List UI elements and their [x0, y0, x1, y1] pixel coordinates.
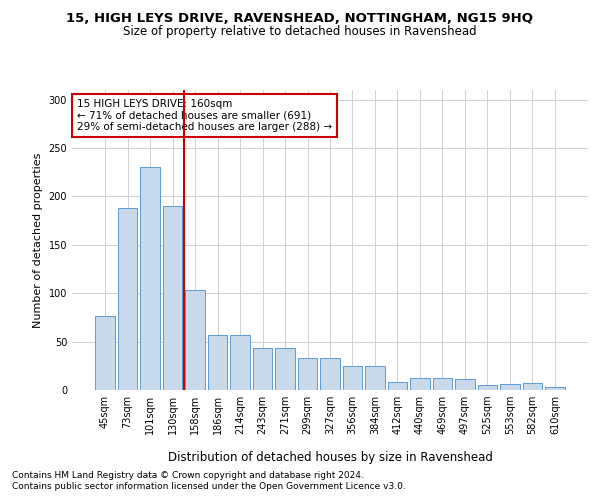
Bar [500, 384, 520, 390]
Bar [163, 206, 182, 390]
Bar [320, 358, 340, 390]
Bar [230, 335, 250, 390]
Bar [185, 290, 205, 390]
Text: Distribution of detached houses by size in Ravenshead: Distribution of detached houses by size … [167, 451, 493, 464]
Bar [523, 383, 542, 390]
Text: Contains HM Land Registry data © Crown copyright and database right 2024.: Contains HM Land Registry data © Crown c… [12, 471, 364, 480]
Bar [343, 366, 362, 390]
Bar [365, 366, 385, 390]
Bar [253, 348, 272, 390]
Bar [410, 378, 430, 390]
Bar [455, 380, 475, 390]
Bar [478, 385, 497, 390]
Bar [275, 348, 295, 390]
Text: 15 HIGH LEYS DRIVE: 160sqm
← 71% of detached houses are smaller (691)
29% of sem: 15 HIGH LEYS DRIVE: 160sqm ← 71% of deta… [77, 99, 332, 132]
Bar [95, 316, 115, 390]
Bar [388, 382, 407, 390]
Text: 15, HIGH LEYS DRIVE, RAVENSHEAD, NOTTINGHAM, NG15 9HQ: 15, HIGH LEYS DRIVE, RAVENSHEAD, NOTTING… [67, 12, 533, 26]
Bar [140, 168, 160, 390]
Bar [118, 208, 137, 390]
Bar [298, 358, 317, 390]
Text: Contains public sector information licensed under the Open Government Licence v3: Contains public sector information licen… [12, 482, 406, 491]
Bar [545, 387, 565, 390]
Bar [208, 335, 227, 390]
Bar [433, 378, 452, 390]
Y-axis label: Number of detached properties: Number of detached properties [33, 152, 43, 328]
Text: Size of property relative to detached houses in Ravenshead: Size of property relative to detached ho… [123, 25, 477, 38]
